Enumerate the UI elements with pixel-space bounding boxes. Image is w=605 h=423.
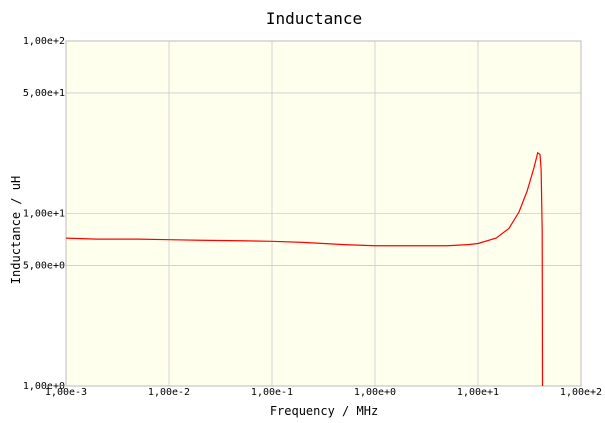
x-tick-label: 1,00e+1: [457, 387, 499, 398]
y-tick-label: 1,00e+1: [23, 209, 65, 220]
x-tick-label: 1,00e-2: [148, 387, 190, 398]
y-axis-label: Inductance / uH: [9, 176, 23, 284]
y-tick-label: 5,00e+0: [23, 260, 65, 271]
series-line: [65, 151, 544, 387]
x-tick-label: 1,00e+0: [354, 387, 396, 398]
x-tick-label: 1,00e-1: [251, 387, 293, 398]
chart-title: Inductance: [266, 9, 362, 28]
y-tick-label: 5,00e+1: [23, 88, 65, 99]
y-tick-label: 1,00e+2: [23, 36, 65, 47]
y-tick-label: 1,00e+0: [23, 381, 65, 392]
x-tick-label: 1,00e+2: [560, 387, 602, 398]
plot-frame: [65, 40, 582, 387]
x-tick-label: 1,00e-3: [45, 387, 87, 398]
x-axis-label: Frequency / MHz: [270, 404, 378, 418]
tick-labels: 1,00e-3 1,00e-2 1,00e-1 1,00e+0 1,00e+1 1,00e…: [23, 36, 602, 398]
